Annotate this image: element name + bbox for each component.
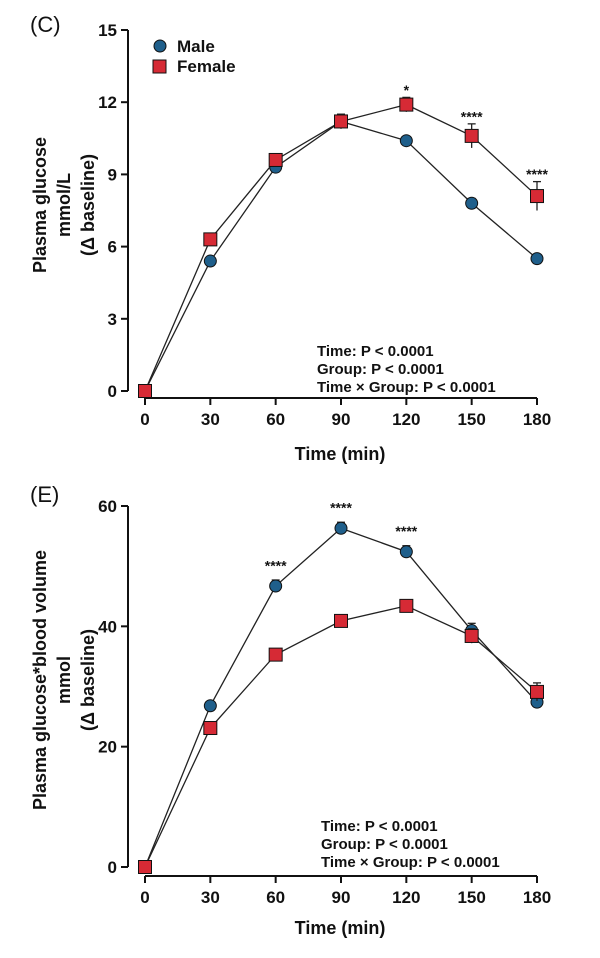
x-tick-label: 0: [140, 888, 149, 907]
y-axis-title-line: (Δ baseline): [78, 629, 98, 731]
y-tick-label: 15: [98, 21, 117, 40]
y-tick-label: 20: [98, 738, 117, 757]
data-point-female: [530, 189, 544, 204]
data-point-female: [203, 232, 218, 247]
data-point-female: [138, 384, 152, 398]
x-tick-label: 180: [523, 410, 551, 429]
y-axis-title: Plasma glucose*blood volume mmol (Δ base…: [30, 550, 98, 810]
x-tick-label: 30: [201, 888, 220, 907]
panel-label: (C): [30, 12, 61, 37]
significance-marker: ****: [526, 166, 548, 182]
data-point-female: [464, 128, 479, 143]
data-point-male: [530, 252, 544, 266]
data-point-female: [334, 613, 348, 628]
data-point-male: [203, 699, 217, 713]
data-point-male: [334, 521, 348, 535]
x-tick-label: 180: [523, 888, 551, 907]
y-tick-label: 6: [108, 238, 117, 257]
y-axis-title: Plasma glucose mmol/L (Δ baseline): [30, 137, 98, 273]
x-tick-label: 30: [201, 410, 220, 429]
data-point-female: [399, 598, 414, 613]
significance-marker: ****: [330, 500, 352, 516]
data-point-male: [399, 134, 413, 148]
stats-line: Time × Group: P < 0.0001: [321, 854, 500, 871]
data-point-female: [138, 860, 152, 874]
y-tick-label: 3: [108, 310, 117, 329]
data-point-female: [530, 684, 544, 699]
significance-marker: ****: [461, 108, 483, 124]
x-tick-label: 60: [266, 410, 285, 429]
x-axis-title: Time (min): [295, 918, 386, 938]
y-tick-label: 40: [98, 617, 117, 636]
significance-marker: *: [404, 82, 410, 98]
legend-marker-female: [152, 59, 167, 74]
data-point-female: [268, 152, 283, 167]
data-point-female: [399, 97, 414, 112]
y-axis-title-line: Plasma glucose*blood volume: [30, 550, 50, 810]
stats-line: Time: P < 0.0001: [317, 343, 434, 360]
y-axis-title-line: Plasma glucose: [30, 137, 50, 273]
stats-line: Group: P < 0.0001: [317, 361, 444, 378]
legend: Male Female: [152, 37, 236, 76]
x-tick-label: 0: [140, 410, 149, 429]
series-female: [138, 96, 544, 398]
y-tick-label: 60: [98, 497, 117, 516]
stats-line: Time: P < 0.0001: [321, 818, 438, 835]
axes: 0 20 40 60 0 30 60 90 120 150 180: [98, 497, 551, 907]
x-tick-label: 120: [392, 410, 420, 429]
stats-annotation: Time: P < 0.0001 Group: P < 0.0001 Time …: [321, 818, 500, 871]
legend-label-female: Female: [177, 57, 236, 76]
x-tick-label: 90: [332, 410, 351, 429]
y-tick-label: 0: [108, 382, 117, 401]
x-tick-label: 120: [392, 888, 420, 907]
data-point-female: [268, 647, 283, 662]
stats-line: Group: P < 0.0001: [321, 836, 448, 853]
data-point-male: [269, 579, 283, 593]
x-tick-label: 60: [266, 888, 285, 907]
y-tick-label: 12: [98, 93, 117, 112]
x-tick-label: 150: [457, 888, 485, 907]
x-tick-label: 150: [457, 410, 485, 429]
stats-annotation: Time: P < 0.0001 Group: P < 0.0001 Time …: [317, 343, 496, 396]
y-tick-label: 9: [108, 165, 117, 184]
significance-marker: ****: [265, 557, 287, 573]
panel-c: (C) Plasma glucose mmol/L (Δ baseline) T…: [30, 12, 551, 464]
y-axis-title-line: mmol/L: [54, 173, 74, 237]
y-axis-title-line: mmol: [54, 656, 74, 704]
data-point-male: [465, 196, 479, 210]
series-line-male: [144, 527, 538, 868]
series-female: [138, 598, 544, 874]
data-point-male: [399, 545, 413, 559]
x-tick-label: 90: [332, 888, 351, 907]
panel-label: (E): [30, 482, 59, 507]
legend-marker-male: [153, 39, 167, 53]
data-point-male: [203, 254, 217, 268]
legend-label-male: Male: [177, 37, 215, 56]
data-point-female: [334, 114, 348, 129]
x-axis-title: Time (min): [295, 444, 386, 464]
significance-marker: ****: [395, 523, 417, 539]
data-point-female: [464, 628, 479, 643]
data-point-female: [203, 721, 218, 736]
stats-line: Time × Group: P < 0.0001: [317, 379, 496, 396]
y-tick-label: 0: [108, 858, 117, 877]
y-axis-title-line: (Δ baseline): [78, 154, 98, 256]
panel-e: (E) Plasma glucose*blood volume mmol (Δ …: [30, 482, 551, 938]
